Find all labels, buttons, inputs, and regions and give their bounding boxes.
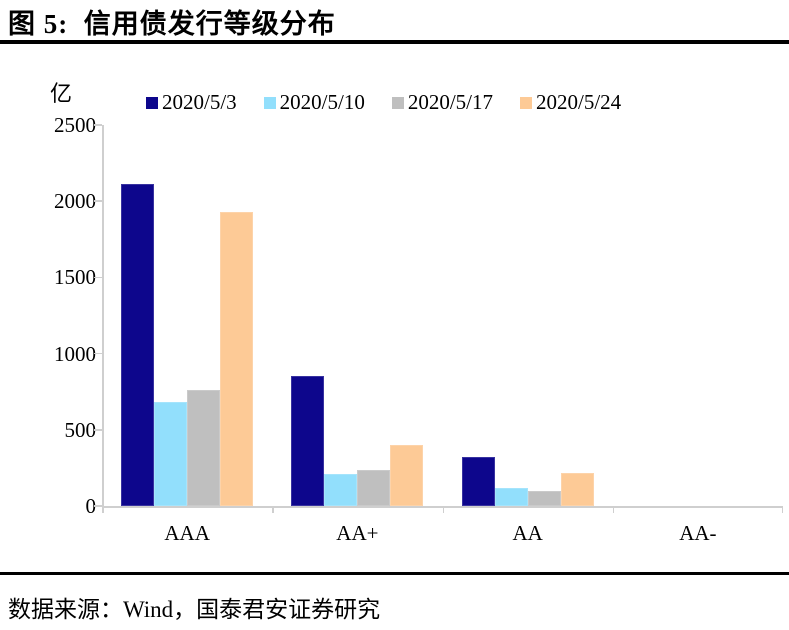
- y-axis-line: [102, 125, 104, 506]
- legend-label: 2020/5/10: [279, 90, 365, 114]
- bar-2020-5-24-AA+: [390, 445, 424, 506]
- bar-2020-5-10-AA: [494, 487, 528, 506]
- y-axis-tick-mark: [94, 200, 102, 202]
- x-axis-tick-mark: [612, 506, 615, 513]
- bar-2020-5-17-AA+: [357, 470, 391, 506]
- legend-swatch-icon: [391, 96, 404, 109]
- bar-2020-5-24-AA: [560, 473, 594, 506]
- y-axis-tick-label: 1000: [54, 341, 96, 366]
- x-axis-category-label: AAA: [164, 521, 210, 545]
- bar-2020-5-10-AAA: [154, 402, 188, 506]
- y-axis-tick-label: 0: [85, 494, 97, 518]
- x-axis-category-label: AA: [512, 521, 543, 545]
- x-axis-tick-mark: [272, 506, 274, 513]
- x-axis-category-label: AA+: [336, 521, 379, 545]
- legend-item-2020-5-17: 2020/5/17: [391, 90, 494, 115]
- bar-2020-5-24-AAA: [220, 211, 254, 506]
- y-axis-tick-mark: [94, 429, 102, 431]
- legend-swatch-icon: [146, 96, 158, 109]
- x-axis-tick-mark: [781, 506, 783, 513]
- x-axis-category-label: AA-: [679, 521, 717, 545]
- bar-2020-5-3-AA+: [291, 375, 325, 506]
- y-axis-tick-mark: [94, 505, 102, 507]
- legend-item-2020-5-3: 2020/5/3: [146, 90, 237, 115]
- bar-2020-5-3-AAA: [121, 184, 155, 506]
- legend-item-2020-5-24: 2020/5/24: [520, 90, 621, 115]
- data-source-text: 数据来源：Wind，国泰君安证券研究: [8, 597, 381, 622]
- y-axis-unit-label: 亿: [50, 81, 73, 106]
- x-axis-tick-mark: [102, 506, 104, 513]
- bar-2020-5-17-AA: [527, 490, 561, 506]
- y-axis-tick-label: 1500: [54, 265, 96, 290]
- legend-label: 2020/5/17: [407, 90, 494, 114]
- legend-swatch-icon: [520, 96, 533, 109]
- y-axis-tick-label: 500: [64, 417, 97, 442]
- y-axis-tick-mark: [94, 352, 102, 355]
- legend-label: 2020/5/3: [162, 90, 237, 114]
- y-axis-tick-mark: [94, 276, 102, 279]
- y-axis-tick-mark: [94, 124, 102, 126]
- y-axis-tick-label: 2500: [54, 113, 96, 137]
- bar-2020-5-3-AA: [461, 457, 495, 506]
- footer-divider: [0, 572, 789, 575]
- legend-label: 2020/5/24: [536, 90, 622, 114]
- legend-item-2020-5-10: 2020/5/10: [263, 90, 365, 115]
- legend-swatch-icon: [263, 96, 276, 109]
- x-axis-tick-mark: [442, 506, 444, 513]
- chart-legend: 2020/5/3 2020/5/10 2020/5/17 2020/5/24: [146, 90, 621, 115]
- figure-title: 图 5: 信用债发行等级分布: [8, 9, 336, 39]
- y-axis-tick-label: 2000: [54, 189, 96, 214]
- title-divider: [0, 40, 789, 44]
- bar-2020-5-17-AAA: [187, 390, 221, 506]
- bar-2020-5-10-AA+: [324, 473, 358, 506]
